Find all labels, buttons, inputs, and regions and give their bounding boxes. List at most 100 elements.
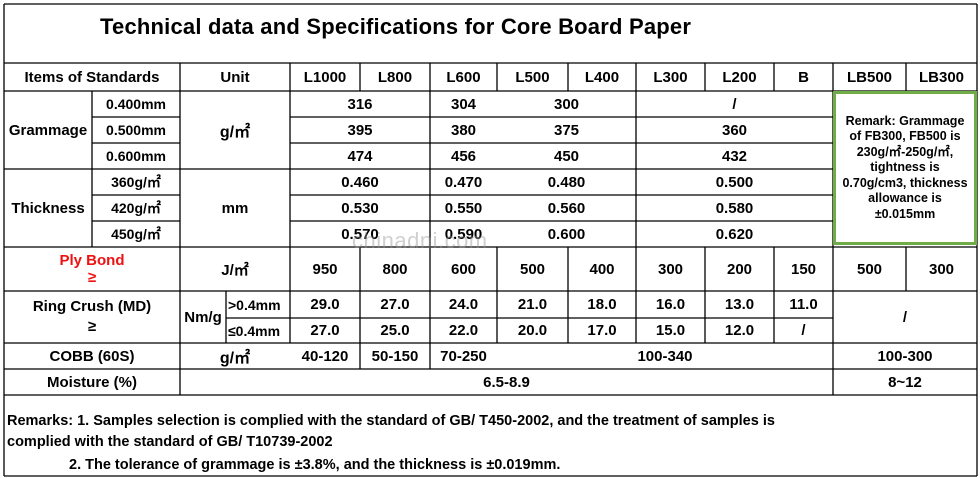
grammage-value: 316 xyxy=(347,95,373,113)
ply-bond-value: 200 xyxy=(726,260,753,278)
header-grade: L600 xyxy=(446,68,481,86)
cobb-value: 40-120 xyxy=(301,347,349,365)
ply-bond-value: 150 xyxy=(790,260,817,278)
grammage-value: 360 xyxy=(721,121,748,139)
header-grade: L500 xyxy=(515,68,550,86)
grammage-value: 456 xyxy=(450,147,477,165)
ply-bond-symbol: ≥ xyxy=(87,269,97,286)
grammage-label: Grammage xyxy=(8,121,88,139)
thickness-value: 0.560 xyxy=(547,199,586,217)
grammage-value: 304 xyxy=(450,95,477,113)
grammage-value: 375 xyxy=(553,121,580,139)
ring-crush-value: 12.0 xyxy=(724,322,755,339)
header-grade: L1000 xyxy=(303,68,347,86)
thickness-value: 0.600 xyxy=(547,225,586,243)
ring-crush-value: 20.0 xyxy=(517,322,548,339)
thickness-value: 0.460 xyxy=(341,173,379,191)
ring-crush-value: 16.0 xyxy=(655,296,686,313)
thickness-sub: 420g/㎡ xyxy=(111,200,161,216)
cobb-value: 100-300 xyxy=(877,347,933,365)
ply-bond-label: Ply Bond xyxy=(59,252,125,269)
thickness-value: 0.570 xyxy=(341,225,379,243)
remarks-line-1: Remarks: 1. Samples selection is complie… xyxy=(7,413,775,429)
ring-crush-value: 29.0 xyxy=(310,296,340,313)
ring-crush-sub: >0.4mm xyxy=(228,296,281,313)
ply-bond-value: 800 xyxy=(382,260,408,278)
ring-crush-value: 18.0 xyxy=(587,296,617,313)
thickness-value: 0.580 xyxy=(715,199,754,217)
ply-bond-value: 500 xyxy=(519,260,546,278)
thickness-sub: 450g/㎡ xyxy=(111,226,161,242)
header-grade: L300 xyxy=(653,68,688,86)
page-title: Technical data and Specifications for Co… xyxy=(100,14,692,39)
grammage-value: 432 xyxy=(721,147,748,165)
ring-crush-label: Ring Crush (MD) xyxy=(32,298,152,315)
header-grade: L200 xyxy=(722,68,757,86)
ring-crush-sub: ≤0.4mm xyxy=(228,322,281,339)
cobb-value: 100-340 xyxy=(637,347,693,365)
ring-crush-label-cell: Ring Crush (MD) ≥ xyxy=(4,291,180,343)
ring-crush-unit: Nm/g xyxy=(184,308,222,326)
moisture-lb-value: 8~12 xyxy=(888,373,922,391)
ring-crush-value: 27.0 xyxy=(310,322,340,339)
remark-text: Remark: Grammage of FB300, FB500 is 230g… xyxy=(842,113,968,221)
ring-crush-value: 11.0 xyxy=(789,296,818,313)
ring-crush-lb-value: / xyxy=(902,308,908,326)
thickness-value: 0.590 xyxy=(444,225,483,243)
grammage-sub: 0.400mm xyxy=(106,96,166,112)
ring-crush-value: 15.0 xyxy=(655,322,686,339)
header-grade: B xyxy=(798,68,809,86)
thickness-value: 0.530 xyxy=(341,199,379,217)
thickness-sub: 360g/㎡ xyxy=(111,174,161,190)
ring-crush-value: 25.0 xyxy=(380,322,410,339)
ply-bond-value: 300 xyxy=(928,260,955,278)
cobb-label: COBB (60S) xyxy=(49,347,135,365)
header-grade: L800 xyxy=(377,68,413,86)
ring-crush-value: 24.0 xyxy=(448,296,479,313)
ply-bond-value: 600 xyxy=(450,260,477,278)
grammage-value: / xyxy=(732,95,737,113)
ply-bond-unit: J/㎡ xyxy=(221,261,249,279)
grammage-value: 380 xyxy=(450,121,477,139)
header-grade: LB300 xyxy=(918,68,965,86)
ply-bond-value: 500 xyxy=(856,260,883,278)
ply-bond-value: 400 xyxy=(589,260,615,278)
remarks-line-3: 2. The tolerance of grammage is ±3.8%, a… xyxy=(69,457,561,473)
ring-crush-symbol: ≥ xyxy=(87,318,97,335)
ring-crush-value: 21.0 xyxy=(517,296,548,313)
thickness-value: 0.620 xyxy=(715,225,754,243)
remarks-line-2: complied with the standard of GB/ T10739… xyxy=(7,434,333,450)
moisture-label: Moisture (%) xyxy=(47,373,137,391)
thickness-value: 0.550 xyxy=(444,199,483,217)
header-unit: Unit xyxy=(220,68,250,86)
ply-bond-value: 950 xyxy=(312,260,338,278)
cobb-unit: g/㎡ xyxy=(219,350,251,367)
grammage-value: 450 xyxy=(553,147,580,165)
grammage-value: 474 xyxy=(347,147,373,165)
ring-crush-value: / xyxy=(801,322,806,339)
thickness-label: Thickness xyxy=(11,199,85,217)
cobb-value: 70-250 xyxy=(440,347,487,365)
thickness-value: 0.470 xyxy=(444,173,483,191)
header-grade: L400 xyxy=(584,68,620,86)
thickness-unit: mm xyxy=(221,199,249,217)
thickness-value: 0.480 xyxy=(547,173,586,191)
ring-crush-value: 13.0 xyxy=(724,296,755,313)
header-grade: LB500 xyxy=(846,68,893,86)
cobb-value: 50-150 xyxy=(371,347,419,365)
ring-crush-value: 17.0 xyxy=(587,322,617,339)
remark-box: Remark: Grammage of FB300, FB500 is 230g… xyxy=(833,91,977,245)
grammage-sub: 0.600mm xyxy=(106,148,166,164)
grammage-value: 395 xyxy=(347,121,373,139)
header-items: Items of Standards xyxy=(24,68,160,86)
grammage-unit: g/㎡ xyxy=(219,124,251,141)
thickness-value: 0.500 xyxy=(715,173,754,191)
ply-bond-value: 300 xyxy=(657,260,684,278)
ring-crush-value: 27.0 xyxy=(380,296,410,313)
grammage-value: 300 xyxy=(553,95,580,113)
ply-bond-label-cell: Ply Bond ≥ xyxy=(4,247,180,291)
ring-crush-value: 22.0 xyxy=(448,322,479,339)
grammage-sub: 0.500mm xyxy=(106,122,166,138)
